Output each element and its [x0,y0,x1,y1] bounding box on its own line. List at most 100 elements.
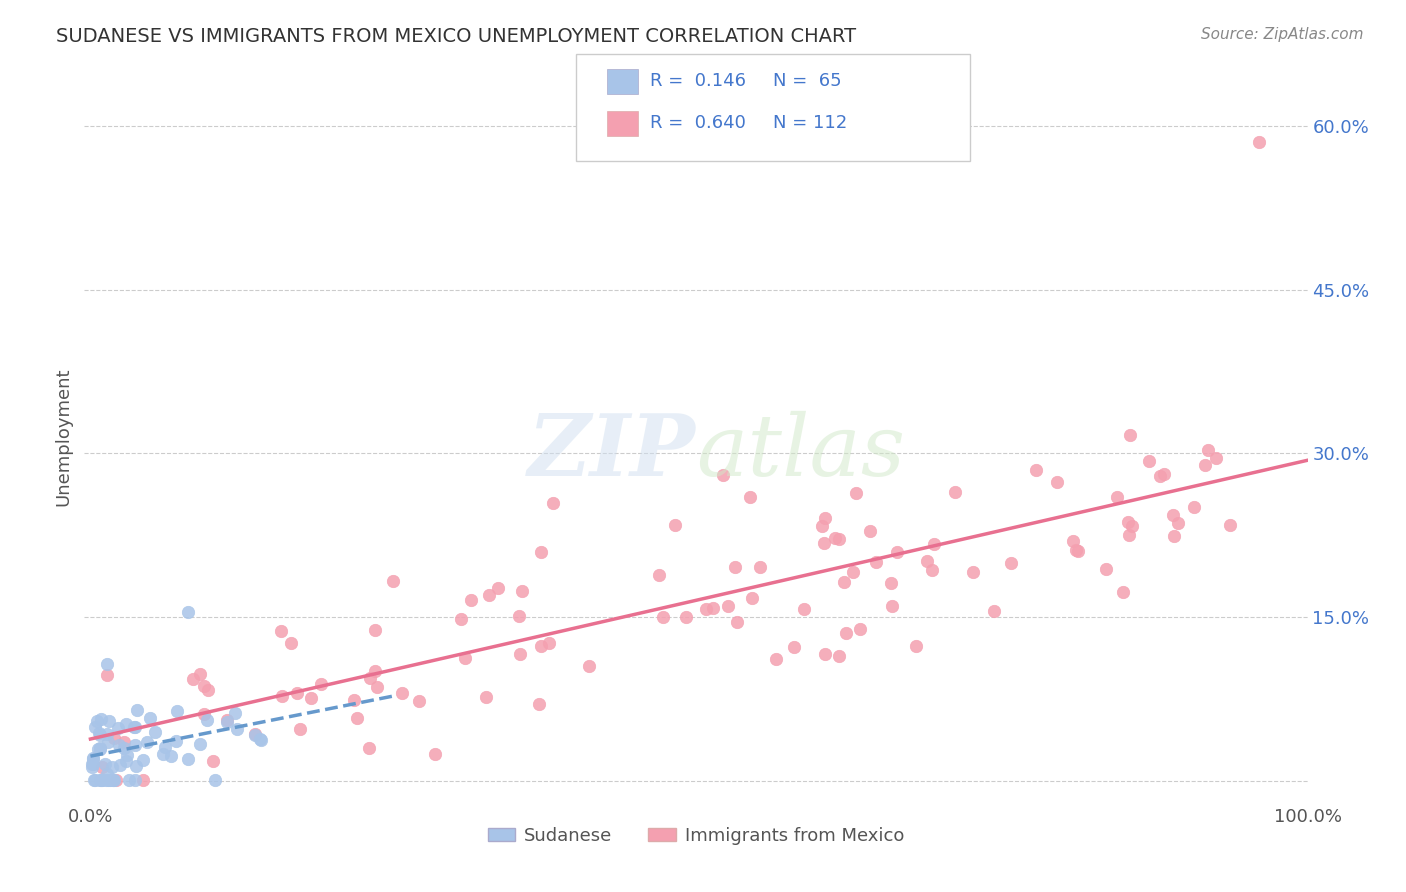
Point [425,747,447,761]
Point [904,640,927,654]
Point [460,592,482,607]
Point [108,757,131,772]
Point [541,495,564,509]
Point [359,741,381,756]
Point [845,486,868,500]
Point [135,735,157,749]
Legend: Sudanese, Immigrants from Mexico: Sudanese, Immigrants from Mexico [481,820,911,852]
Point [224,706,246,720]
Text: ZIP: ZIP [529,410,696,493]
Point [359,671,381,685]
Point [943,485,966,500]
Point [366,680,388,694]
Point [1118,515,1140,529]
Text: R =  0.640: R = 0.640 [650,114,745,132]
Point [96,657,118,671]
Point [724,559,747,574]
Point [309,677,332,691]
Point [1247,136,1270,150]
Point [740,490,762,504]
Point [91,759,114,773]
Point [195,713,218,727]
Point [101,772,124,787]
Point [299,691,322,706]
Point [193,706,215,721]
Point [97,772,120,787]
Point [824,531,846,545]
Point [578,659,600,673]
Point [391,685,413,699]
Point [364,664,387,678]
Point [243,727,266,741]
Point [94,772,117,787]
Point [509,647,531,661]
Point [107,721,129,735]
Point [364,623,387,637]
Point [1161,508,1184,522]
Point [97,735,120,749]
Point [1111,585,1133,599]
Point [112,741,135,756]
Point [166,704,188,718]
Point [115,747,138,762]
Point [132,753,155,767]
Point [188,737,211,751]
Point [1000,556,1022,570]
Point [202,754,225,768]
Point [1066,544,1088,558]
Point [486,581,509,595]
Point [450,612,472,626]
Point [84,772,107,787]
Point [859,524,882,538]
Point [139,711,162,725]
Point [832,575,855,590]
Point [508,608,530,623]
Point [87,741,110,756]
Point [103,772,125,787]
Point [82,751,104,765]
Point [155,740,177,755]
Point [1182,500,1205,515]
Text: N =  65: N = 65 [773,72,842,90]
Point [1118,528,1140,542]
Point [811,519,834,533]
Point [285,686,308,700]
Point [91,772,114,787]
Point [160,749,183,764]
Point [793,602,815,616]
Point [114,735,136,749]
Point [652,610,675,624]
Text: N = 112: N = 112 [773,114,848,132]
Point [827,648,849,663]
Point [1094,562,1116,576]
Point [475,690,498,704]
Point [89,728,111,742]
Point [94,756,117,771]
Point [921,563,943,577]
Point [408,694,430,708]
Point [814,647,837,661]
Point [1064,542,1087,557]
Point [478,587,501,601]
Point [96,767,118,781]
Point [813,536,835,550]
Point [143,724,166,739]
Point [529,697,551,711]
Point [165,734,187,748]
Point [1046,475,1069,489]
Point [783,640,806,654]
Point [124,772,146,787]
Point [702,601,724,615]
Point [675,609,697,624]
Point [90,712,112,726]
Point [1205,451,1227,466]
Point [711,468,734,483]
Point [280,635,302,649]
Point [814,511,837,525]
Point [124,739,146,753]
Point [89,772,111,787]
Point [103,772,125,787]
Point [250,732,273,747]
Point [193,679,215,693]
Point [346,711,368,725]
